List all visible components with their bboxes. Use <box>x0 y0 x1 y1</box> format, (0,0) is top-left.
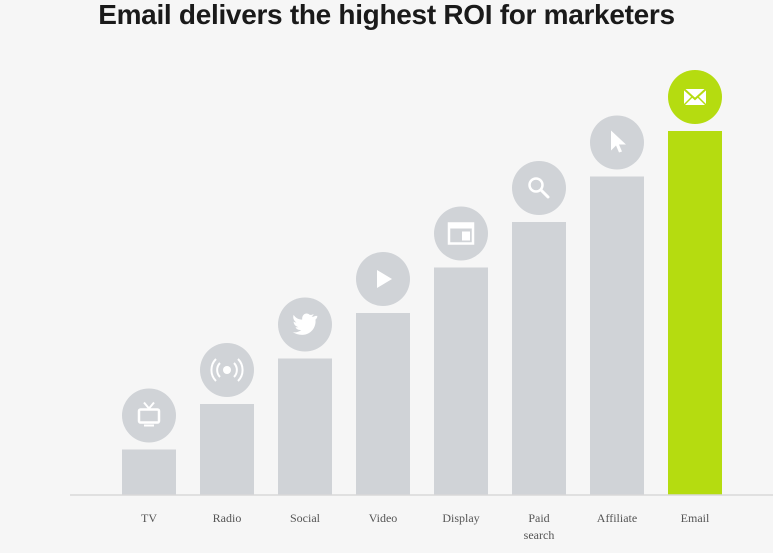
display-window-icon <box>434 206 488 261</box>
bar-tv <box>122 449 176 495</box>
bar-email <box>668 131 722 495</box>
envelope-icon <box>668 70 722 124</box>
bar-video <box>356 313 410 495</box>
cursor-icon <box>590 115 644 170</box>
search-icon <box>512 161 566 215</box>
tick-label-affiliate: Affiliate <box>597 511 637 525</box>
tick-label-paid-search: Paid search <box>524 511 555 542</box>
radio-broadcast-icon <box>200 343 254 397</box>
tick-label-display: Display <box>442 511 479 525</box>
icons-layer <box>122 70 722 443</box>
bar-paid-search <box>512 222 566 495</box>
tick-label-tv: TV <box>141 511 157 525</box>
category-labels-layer: TV Radio Social Video Display Paid search Affil… <box>141 511 710 542</box>
bars-layer <box>122 131 722 495</box>
bar-social <box>278 358 332 495</box>
twitter-bird-icon <box>278 297 332 352</box>
tv-icon <box>122 388 176 443</box>
tick-label-video: Video <box>369 511 398 525</box>
bar-display <box>434 267 488 495</box>
chart-title: Email delivers the highest ROI for marke… <box>98 0 675 30</box>
tick-label-social: Social <box>290 511 321 525</box>
tick-label-radio: Radio <box>213 511 242 525</box>
tick-label-email: Email <box>681 511 710 525</box>
bar-affiliate <box>590 176 644 495</box>
play-icon <box>356 252 410 306</box>
bar-radio <box>200 404 254 495</box>
